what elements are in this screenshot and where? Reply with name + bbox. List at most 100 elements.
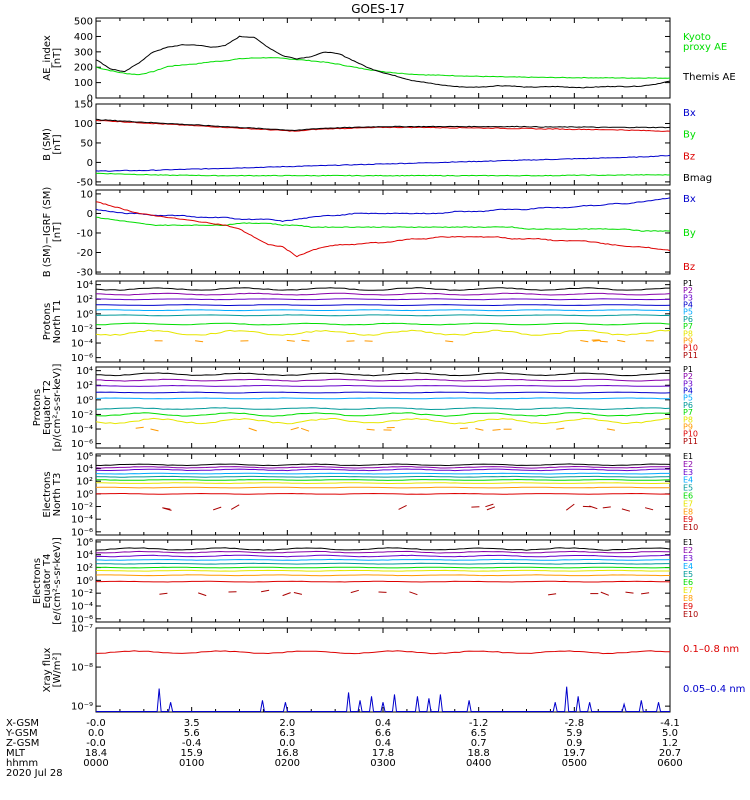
y-axis-label: [p/(cm²-s-sr-keV)]	[52, 364, 63, 452]
series-p9-segment	[592, 339, 601, 342]
legend-e10: E10	[683, 610, 698, 619]
legend-e5: E5	[683, 570, 693, 579]
y-tick-label: 500	[74, 17, 93, 28]
y-tick-label: 10⁻⁶	[71, 439, 93, 450]
y-tick-label: 10⁻²	[71, 502, 93, 513]
series-themis-ae	[95, 35, 671, 89]
legend-p4: P4	[683, 387, 693, 396]
panel-frame	[95, 627, 671, 713]
xaxis-value: 0.7	[471, 738, 487, 749]
legend-bz: Bz	[683, 262, 695, 273]
series-e10-segment	[198, 592, 207, 597]
legend-p6: P6	[683, 401, 693, 410]
series-e10-segment	[600, 591, 609, 596]
legend-by: By	[683, 130, 696, 141]
xaxis-value: 0500	[562, 758, 587, 769]
y-tick-label: -30	[77, 268, 93, 279]
series-p6	[95, 314, 671, 317]
series-e10-segment	[485, 503, 494, 508]
series-e6	[95, 566, 670, 569]
legend-p1: P1	[683, 365, 693, 374]
series-0-1-0-8-nm	[95, 650, 670, 655]
series-e10-segment	[213, 506, 222, 511]
series-e10-segment	[589, 505, 598, 510]
series-p9-segment	[475, 428, 484, 431]
legend-p7: P7	[683, 322, 693, 331]
legend-e6: E6	[683, 578, 693, 587]
legend-e1: E1	[683, 452, 693, 461]
y-tick-label: 10⁰	[76, 395, 93, 406]
series-p5	[95, 397, 670, 400]
series-p2	[95, 292, 671, 296]
xaxis-value: 17.8	[372, 748, 394, 759]
y-axis-label: [W/m²]	[52, 652, 63, 687]
y-tick-label: 10⁴	[76, 280, 93, 291]
y-tick-label: 10⁻⁹	[71, 702, 93, 713]
y-axis-label: B (SM)	[42, 128, 53, 161]
legend-p9: P9	[683, 336, 693, 345]
series-p9-segment	[617, 339, 626, 343]
series-e10-segment	[162, 507, 171, 510]
y-tick-label: 10²	[76, 563, 93, 574]
legend-e2: E2	[683, 460, 693, 469]
series-e10-segment	[621, 508, 631, 512]
legend-e4: E4	[683, 476, 693, 485]
legend-bmag: Bmag	[683, 173, 712, 184]
xaxis-value: 18.8	[468, 748, 490, 759]
y-tick-label: 10⁻²	[71, 589, 93, 600]
y-axis-label: [nT]	[52, 222, 63, 242]
series-p7	[95, 412, 671, 417]
xaxis-value: 15.9	[181, 748, 203, 759]
legend-e9: E9	[683, 515, 693, 524]
xaxis-value: 1.2	[662, 738, 678, 749]
y-tick-label: 10⁰	[76, 576, 93, 587]
y-tick-label: 10⁻²	[71, 324, 93, 335]
y-tick-label: 0	[87, 94, 93, 105]
series-p9-segment	[492, 429, 501, 431]
y-axis-label: [nT]	[52, 134, 63, 154]
legend-e5: E5	[683, 484, 693, 493]
legend-by: By	[683, 228, 696, 239]
y-axis-label: B (SM)−IGRF (SM)	[42, 187, 53, 278]
series-e4	[95, 472, 670, 475]
legend-e7: E7	[683, 499, 693, 508]
series-e10-segment	[398, 504, 407, 510]
xaxis-value: 6.6	[375, 728, 391, 739]
series-p2	[96, 378, 671, 382]
y-tick-label: 300	[74, 47, 93, 58]
y-tick-label: 10⁻⁶	[71, 353, 93, 364]
legend-e7: E7	[683, 586, 693, 595]
y-tick-label: 10²	[76, 381, 93, 392]
series-bmag	[95, 118, 671, 132]
y-tick-label: 10⁻⁶	[71, 527, 93, 538]
legend-p3: P3	[683, 293, 693, 302]
y-tick-label: -20	[77, 248, 93, 259]
y-tick-label: 10⁶	[76, 451, 93, 462]
series-p9-segment	[248, 427, 257, 432]
series-p9-segment	[556, 427, 565, 430]
legend-bz: Bz	[683, 151, 695, 162]
series-kyoto-proxy-ae	[95, 57, 671, 79]
series-e10-segment	[565, 503, 575, 511]
series-p1	[95, 372, 671, 377]
xaxis-value: 0000	[83, 758, 108, 769]
legend-p9: P9	[683, 422, 693, 431]
series-p9-segment	[459, 427, 468, 430]
xaxis-value: 6.3	[279, 728, 295, 739]
y-axis-label: Xray flux	[42, 648, 53, 693]
series-e7	[96, 569, 670, 572]
legend-e4: E4	[683, 562, 693, 571]
legend-p2: P2	[683, 372, 693, 381]
legend-p5: P5	[683, 308, 693, 317]
series-e10-segment	[293, 592, 303, 595]
panel-xray: 10⁻⁹ 10⁻⁸ 10⁻⁷ Xray flux [W/m²] 0.1–0.8 nm 0.0…	[42, 624, 745, 713]
xaxis-value: 16.8	[276, 748, 298, 759]
legend-themis-ae: Themis AE	[682, 72, 736, 83]
y-tick-label: 10⁻⁴	[71, 515, 93, 526]
legend-e10: E10	[683, 523, 698, 532]
series-e2	[95, 465, 671, 469]
panel-prote: 10⁻⁶ 10⁻⁴ 10⁻² 10⁰ 10² 10⁴ Protons Equator T2 [p…	[32, 364, 698, 452]
y-tick-label: 10⁰	[76, 309, 93, 320]
y-tick-label: 100	[74, 78, 93, 89]
y-axis-label: Protons	[42, 303, 53, 340]
